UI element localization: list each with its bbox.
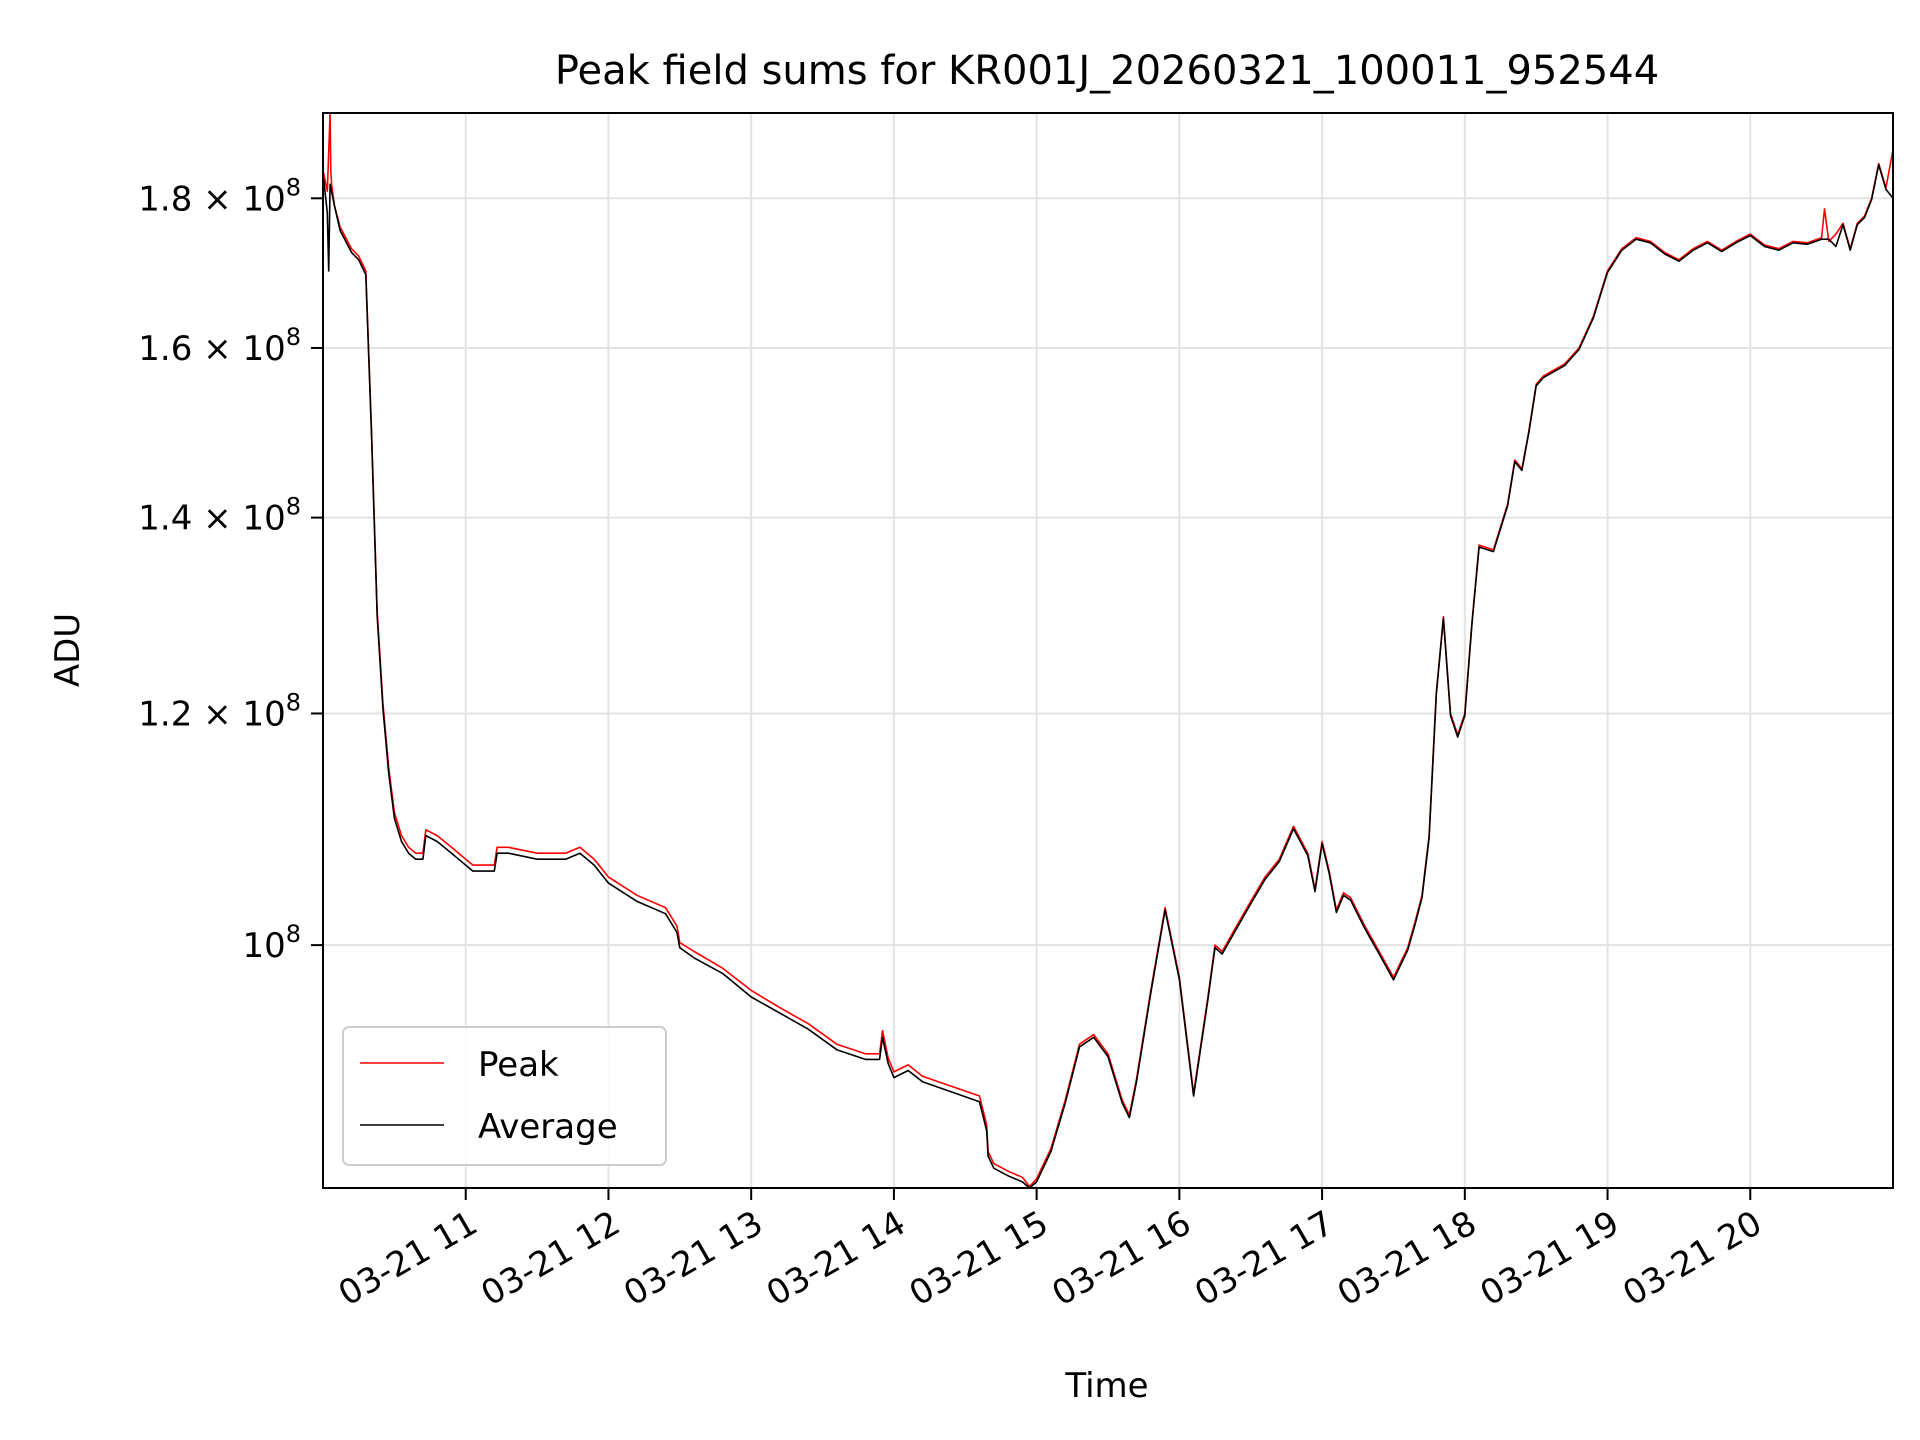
chart-title: Peak field sums for KR001J_20260321_1000… — [555, 48, 1659, 94]
x-axis-label: Time — [1064, 1366, 1148, 1406]
y-tick-label: 1.6 × 108 — [138, 323, 301, 369]
legend-box — [342, 1026, 667, 1166]
y-axis: 108 1.2 × 108 1.4 × 108 1.6 × 108 1.8 × 108 — [138, 173, 323, 966]
y-tick-label: 1.4 × 108 — [138, 493, 301, 539]
legend-label-average: Average — [478, 1107, 618, 1147]
plot-frame — [322, 112, 1894, 1189]
y-tick-label: 108 — [242, 920, 301, 966]
legend-label-peak: Peak — [478, 1045, 559, 1085]
y-tick-label: 1.2 × 108 — [138, 688, 301, 734]
series-layer — [323, 113, 1893, 1188]
y-axis-label: ADU — [48, 613, 88, 687]
series-line-average — [323, 164, 1893, 1188]
grid — [323, 113, 1893, 1188]
legend: Peak Average — [342, 1026, 667, 1166]
y-tick-label: 1.8 × 108 — [138, 173, 301, 219]
